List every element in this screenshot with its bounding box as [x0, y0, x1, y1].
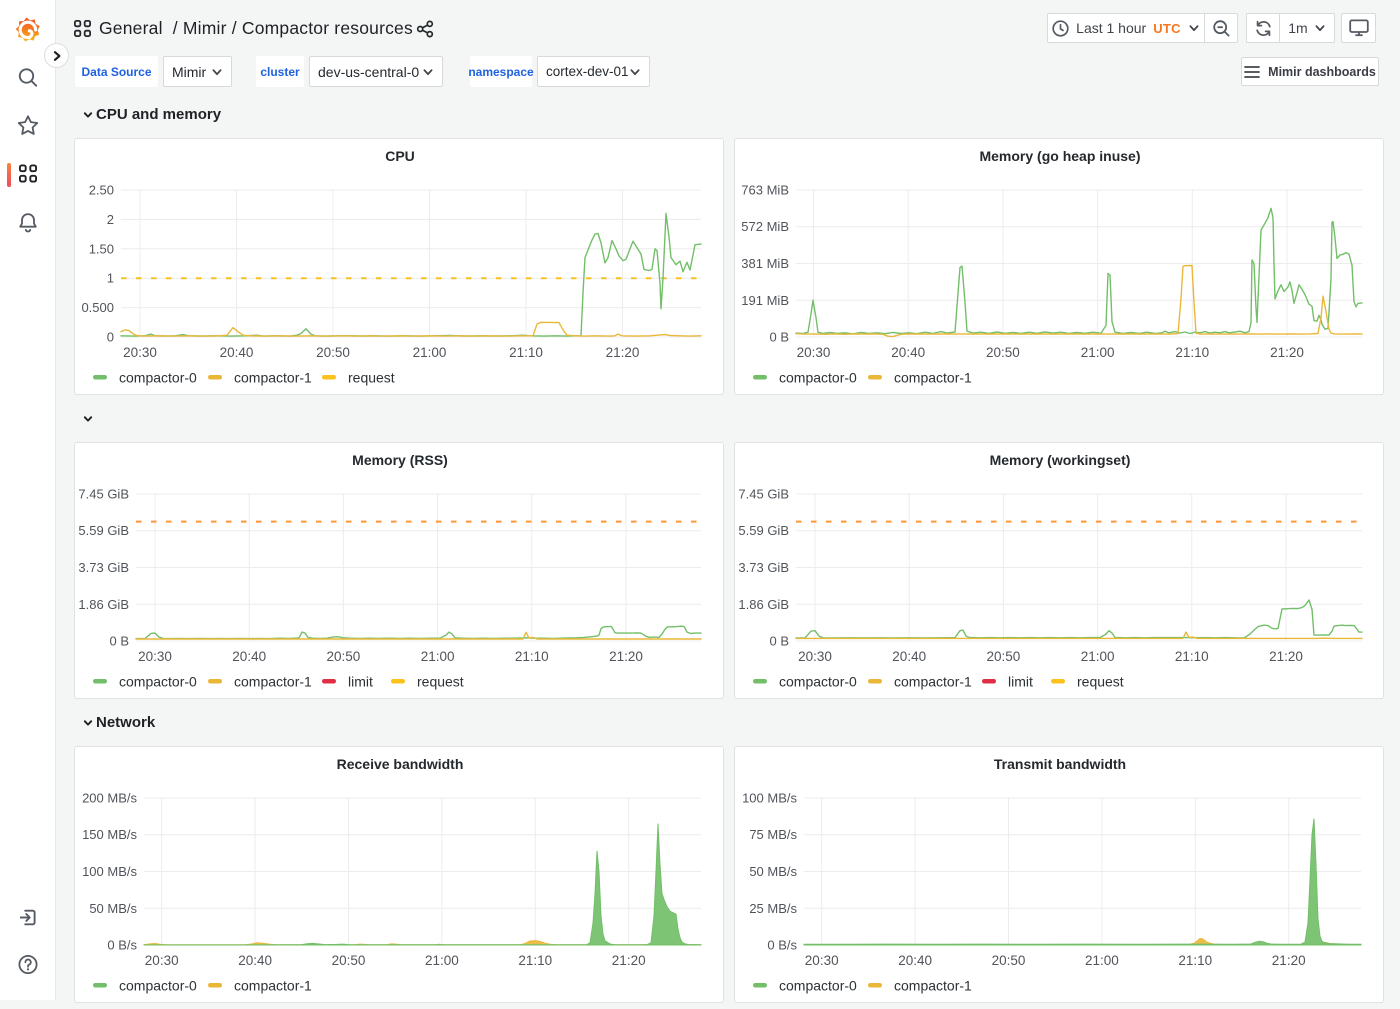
- svg-text:3.73 GiB: 3.73 GiB: [738, 560, 789, 575]
- svg-text:21:20: 21:20: [1271, 953, 1305, 968]
- svg-text:21:10: 21:10: [1178, 953, 1212, 968]
- svg-text:20:30: 20:30: [138, 649, 172, 664]
- svg-text:5.59 GiB: 5.59 GiB: [738, 523, 789, 538]
- svg-text:Transmit bandwidth: Transmit bandwidth: [993, 756, 1125, 772]
- svg-text:21:10: 21:10: [509, 345, 543, 360]
- svg-text:limit: limit: [348, 674, 373, 690]
- svg-text:0 B/s: 0 B/s: [107, 938, 137, 953]
- svg-text:100 MB/s: 100 MB/s: [742, 791, 797, 806]
- svg-text:CPU: CPU: [385, 148, 415, 164]
- svg-text:2.50: 2.50: [89, 183, 114, 198]
- svg-text:20:40: 20:40: [892, 649, 926, 664]
- svg-text:20:40: 20:40: [232, 649, 266, 664]
- svg-text:0: 0: [107, 330, 114, 345]
- svg-text:20:30: 20:30: [804, 953, 838, 968]
- svg-text:381 MiB: 381 MiB: [741, 256, 789, 271]
- svg-text:50 MB/s: 50 MB/s: [749, 864, 797, 879]
- svg-text:compactor-1: compactor-1: [234, 978, 312, 994]
- svg-text:20:30: 20:30: [145, 953, 179, 968]
- svg-text:21:00: 21:00: [413, 345, 447, 360]
- svg-text:limit: limit: [1008, 674, 1033, 690]
- svg-text:21:20: 21:20: [612, 953, 646, 968]
- svg-text:20:40: 20:40: [898, 953, 932, 968]
- svg-text:request: request: [348, 370, 395, 386]
- svg-text:0 B: 0 B: [769, 330, 789, 345]
- svg-text:0.500: 0.500: [81, 300, 114, 315]
- svg-text:21:10: 21:10: [515, 649, 549, 664]
- svg-text:20:50: 20:50: [327, 649, 361, 664]
- svg-text:compactor-0: compactor-0: [779, 370, 857, 386]
- svg-text:75 MB/s: 75 MB/s: [749, 827, 797, 842]
- svg-text:compactor-0: compactor-0: [779, 978, 857, 994]
- svg-text:20:30: 20:30: [796, 345, 830, 360]
- svg-text:20:50: 20:50: [332, 953, 366, 968]
- svg-text:21:10: 21:10: [518, 953, 552, 968]
- svg-text:21:00: 21:00: [1085, 953, 1119, 968]
- svg-text:25 MB/s: 25 MB/s: [749, 901, 797, 916]
- svg-text:21:20: 21:20: [1270, 345, 1304, 360]
- svg-text:20:50: 20:50: [991, 953, 1025, 968]
- svg-text:20:50: 20:50: [986, 345, 1020, 360]
- svg-text:1: 1: [107, 271, 114, 286]
- svg-text:20:30: 20:30: [123, 345, 157, 360]
- svg-text:0 B/s: 0 B/s: [767, 938, 797, 953]
- svg-text:21:20: 21:20: [606, 345, 640, 360]
- svg-text:request: request: [1077, 674, 1124, 690]
- svg-text:21:10: 21:10: [1175, 345, 1209, 360]
- svg-text:7.45 GiB: 7.45 GiB: [738, 487, 789, 502]
- svg-text:compactor-0: compactor-0: [119, 674, 197, 690]
- svg-text:request: request: [417, 674, 464, 690]
- svg-text:1.86 GiB: 1.86 GiB: [78, 597, 129, 612]
- svg-text:compactor-0: compactor-0: [779, 674, 857, 690]
- svg-text:Memory (RSS): Memory (RSS): [352, 452, 448, 468]
- svg-text:21:00: 21:00: [1080, 345, 1114, 360]
- svg-text:Receive bandwidth: Receive bandwidth: [337, 756, 464, 772]
- svg-text:21:10: 21:10: [1174, 649, 1208, 664]
- svg-text:21:00: 21:00: [421, 649, 455, 664]
- svg-text:200 MB/s: 200 MB/s: [82, 791, 137, 806]
- svg-text:compactor-0: compactor-0: [119, 978, 197, 994]
- svg-text:21:00: 21:00: [425, 953, 459, 968]
- svg-text:150 MB/s: 150 MB/s: [82, 827, 137, 842]
- svg-text:7.45 GiB: 7.45 GiB: [78, 487, 129, 502]
- svg-text:763 MiB: 763 MiB: [741, 183, 789, 198]
- svg-text:2: 2: [107, 212, 114, 227]
- svg-text:Memory (workingset): Memory (workingset): [989, 452, 1130, 468]
- svg-text:20:30: 20:30: [798, 649, 832, 664]
- svg-text:21:20: 21:20: [1269, 649, 1303, 664]
- svg-text:0 B: 0 B: [769, 634, 789, 649]
- svg-text:20:40: 20:40: [238, 953, 272, 968]
- svg-text:compactor-1: compactor-1: [894, 674, 972, 690]
- svg-text:20:40: 20:40: [891, 345, 925, 360]
- svg-text:compactor-1: compactor-1: [234, 674, 312, 690]
- svg-text:50 MB/s: 50 MB/s: [89, 901, 137, 916]
- svg-text:3.73 GiB: 3.73 GiB: [78, 560, 129, 575]
- svg-text:1.50: 1.50: [89, 241, 114, 256]
- svg-text:21:00: 21:00: [1080, 649, 1114, 664]
- svg-text:compactor-1: compactor-1: [894, 370, 972, 386]
- svg-text:compactor-1: compactor-1: [234, 370, 312, 386]
- svg-text:100 MB/s: 100 MB/s: [82, 864, 137, 879]
- svg-text:20:40: 20:40: [220, 345, 254, 360]
- svg-text:572 MiB: 572 MiB: [741, 219, 789, 234]
- svg-text:compactor-1: compactor-1: [894, 978, 972, 994]
- svg-text:Memory (go heap inuse): Memory (go heap inuse): [979, 148, 1140, 164]
- svg-text:5.59 GiB: 5.59 GiB: [78, 523, 129, 538]
- svg-text:191 MiB: 191 MiB: [741, 293, 789, 308]
- svg-text:1.86 GiB: 1.86 GiB: [738, 597, 789, 612]
- svg-text:0 B: 0 B: [109, 634, 129, 649]
- svg-text:20:50: 20:50: [316, 345, 350, 360]
- svg-text:21:20: 21:20: [609, 649, 643, 664]
- svg-text:compactor-0: compactor-0: [119, 370, 197, 386]
- svg-text:20:50: 20:50: [986, 649, 1020, 664]
